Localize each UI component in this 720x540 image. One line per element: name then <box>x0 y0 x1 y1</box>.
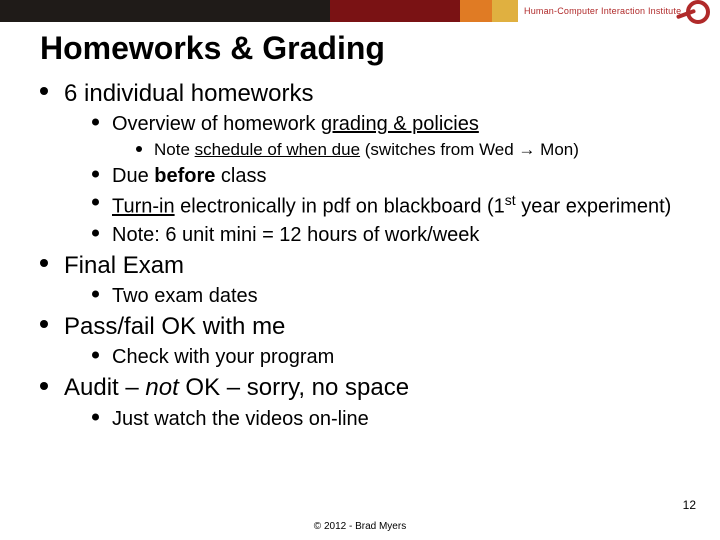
page-title: Homeworks & Grading <box>40 30 385 67</box>
audit-post: OK – sorry, no space <box>179 374 409 401</box>
header-seg-darkred <box>330 0 460 22</box>
turnin-link: Turn-in <box>112 196 175 218</box>
bullet-homeworks: 6 individual homeworks Overview of homew… <box>40 78 690 248</box>
bullet-check-program: Check with your program <box>92 344 690 370</box>
turnin-mid: electronically in pdf on blackboard (1 <box>175 196 505 218</box>
schedule-link: schedule of when due <box>195 140 360 159</box>
exam-dates-text: Two exam dates <box>112 285 258 307</box>
header-seg-gold <box>492 0 518 22</box>
bullet-homeworks-label: 6 individual homeworks <box>64 80 313 107</box>
copyright: © 2012 - Brad Myers <box>0 521 720 532</box>
overview-text-pre: Overview of homework <box>112 113 321 135</box>
page-number: 12 <box>683 498 696 512</box>
final-exam-label: Final Exam <box>64 252 184 279</box>
passfail-label: Pass/fail OK with me <box>64 313 285 340</box>
hcii-logo-icon <box>676 2 710 24</box>
bullet-note-schedule: Note schedule of when due (switches from… <box>136 139 690 161</box>
institute-name: Human-Computer Interaction Institute <box>524 6 681 16</box>
bullet-due-before: Due before class <box>92 163 690 189</box>
note-pre: Note <box>154 140 195 159</box>
bullet-watch-videos: Just watch the videos on-line <box>92 406 690 432</box>
bullet-passfail: Pass/fail OK with me Check with your pro… <box>40 311 690 370</box>
audit-em: not <box>145 374 178 401</box>
bullet-final-exam: Final Exam Two exam dates <box>40 250 690 309</box>
note-post: (switches from Wed → Mon) <box>360 140 579 159</box>
audit-pre: Audit – <box>64 374 145 401</box>
check-program-text: Check with your program <box>112 346 334 368</box>
turnin-post: year experiment) <box>516 196 672 218</box>
turnin-sup: st <box>505 192 516 208</box>
bullet-audit: Audit – not OK – sorry, no space Just wa… <box>40 372 690 431</box>
header-seg-black <box>0 0 330 22</box>
bullet-overview: Overview of homework grading & policies … <box>92 111 690 161</box>
slide: Human-Computer Interaction Institute Hom… <box>0 0 720 540</box>
due-bold: before <box>154 165 215 187</box>
bullet-hours: Note: 6 unit mini = 12 hours of work/wee… <box>92 222 690 248</box>
bullet-turnin: Turn-in electronically in pdf on blackbo… <box>92 191 690 220</box>
header-bar: Human-Computer Interaction Institute <box>0 0 720 22</box>
due-post: class <box>215 165 266 187</box>
slide-content: 6 individual homeworks Overview of homew… <box>40 78 690 434</box>
bullet-exam-dates: Two exam dates <box>92 283 690 309</box>
hours-text: Note: 6 unit mini = 12 hours of work/wee… <box>112 224 479 246</box>
watch-videos-text: Just watch the videos on-line <box>112 408 369 430</box>
due-pre: Due <box>112 165 154 187</box>
overview-link: grading & policies <box>321 113 479 135</box>
header-seg-orange <box>460 0 492 22</box>
